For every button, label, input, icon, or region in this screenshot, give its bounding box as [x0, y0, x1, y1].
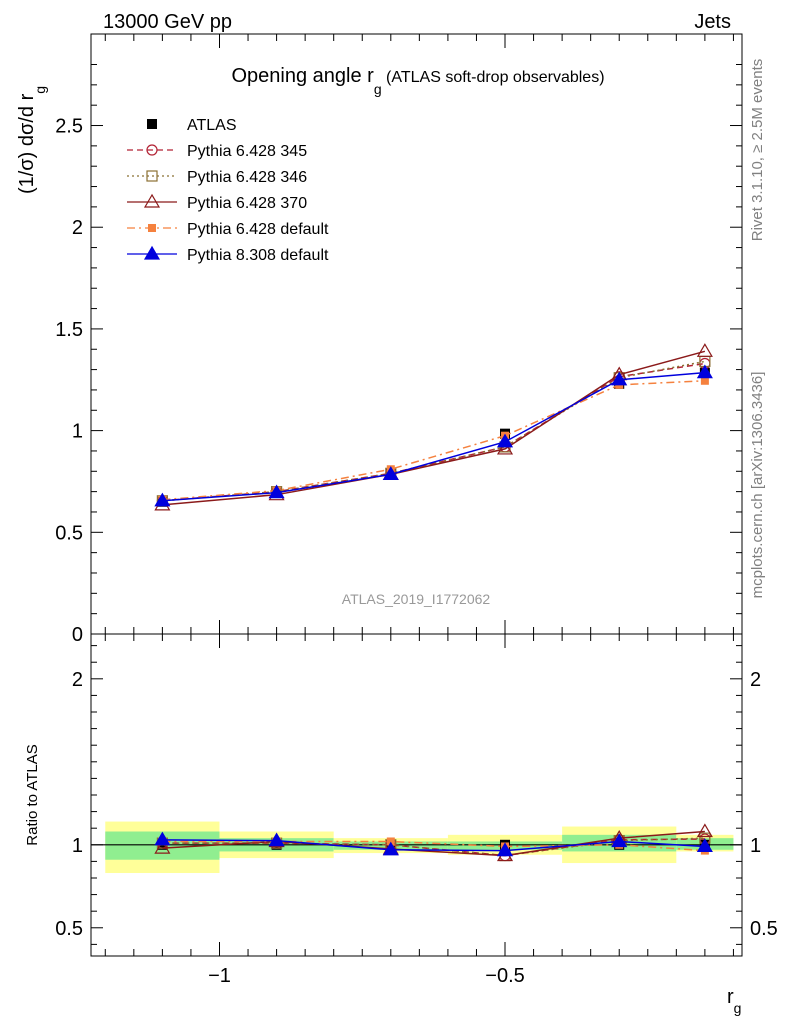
- main-series-line: [162, 371, 705, 502]
- legend: ATLAS Pythia 6.428 345 Pythia 6.428 346 Pyt…: [127, 117, 329, 264]
- main-y-tick-label: 2: [72, 217, 83, 239]
- ratio-series-line: [162, 830, 705, 857]
- ratio-y-tick-label-left: 0.5: [55, 918, 83, 940]
- legend-marker: [148, 224, 156, 232]
- ratio-y-tick-label-right: 1: [750, 835, 761, 857]
- x-tick-label: −1: [208, 965, 231, 987]
- ratio-y-tick-label-right: 0.5: [750, 918, 778, 940]
- legend-marker: [143, 193, 161, 208]
- header-left: 13000 GeV pp: [103, 11, 232, 33]
- mcplots-citation-label: mcplots.cern.ch [arXiv:1306.3436]: [749, 372, 766, 599]
- ratio-axis-label: Ratio to ATLAS: [24, 744, 41, 845]
- legend-item-5: Pythia 8.308 default: [127, 245, 329, 264]
- x-tick-label: −0.5: [485, 965, 524, 987]
- main-y-tick-label: 1: [72, 421, 83, 443]
- ratio-data-point: [154, 839, 171, 854]
- main-series-line: [162, 360, 706, 502]
- ratio-y-tick-label-right: 2: [750, 669, 761, 691]
- analysis-watermark: ATLAS_2019_I1772062: [342, 591, 491, 607]
- legend-item-4: Pythia 6.428 default: [127, 221, 329, 238]
- ratio-data-point: [696, 838, 713, 853]
- rivet-version-label: Rivet 3.1.10, ≥ 2.5M events: [749, 59, 766, 242]
- ratio-series-line: [162, 840, 705, 852]
- ratio-y-tick-label-left: 1: [72, 835, 83, 857]
- main-data-point: [382, 466, 399, 480]
- header-right: Jets: [694, 11, 731, 33]
- legend-label: Pythia 6.428 370: [187, 195, 307, 212]
- main-series-line: [162, 350, 706, 506]
- ratio-series-line: [162, 839, 705, 852]
- legend-item-3: Pythia 6.428 370: [127, 193, 307, 212]
- ratio-data-point: [268, 832, 285, 847]
- main-data-point: [154, 492, 171, 507]
- legend-item-0: ATLAS: [147, 117, 237, 134]
- main-y-tick-label-zero: 0: [72, 624, 83, 646]
- legend-label: Pythia 6.428 345: [187, 143, 307, 160]
- axis-ticks: [91, 34, 742, 956]
- axis-tick-labels: 0.5 1 1.5 2 2.5 0 0.5 0.5 1 1 2 2 −1 −0.5: [55, 116, 778, 987]
- main-data-point: [268, 484, 285, 499]
- main-series-0: [157, 367, 710, 507]
- main-series-line: [162, 380, 705, 501]
- chart-title: Opening angle rg (ATLAS soft-drop observ…: [231, 65, 604, 97]
- main-series: [154, 343, 713, 511]
- ratio-series-5: [154, 831, 713, 857]
- x-axis-label: rg: [727, 986, 741, 1016]
- main-data-point: [496, 433, 514, 448]
- main-series-3: [154, 343, 713, 511]
- main-data-point: [611, 371, 628, 386]
- ratio-data-point: [611, 833, 628, 848]
- main-series-4: [158, 376, 709, 504]
- ratio-y-tick-label-left: 2: [72, 669, 83, 691]
- main-data-point: [696, 364, 713, 379]
- main-data-point: [696, 343, 713, 357]
- legend-label: Pythia 6.428 346: [187, 169, 307, 186]
- main-series-1: [156, 357, 711, 507]
- y-axis-label: (1/σ) dσ/d rg: [16, 86, 48, 194]
- legend-marker: [143, 245, 161, 260]
- ratio-series: [154, 823, 713, 862]
- main-data-point: [496, 440, 514, 455]
- ratio-data-point: [696, 823, 713, 838]
- legend-marker: [146, 170, 158, 182]
- legend-label: Pythia 6.428 default: [187, 221, 329, 238]
- main-y-tick-label: 1.5: [55, 319, 83, 341]
- legend-item-1: Pythia 6.428 345: [127, 143, 307, 160]
- legend-label: Pythia 8.308 default: [187, 247, 329, 264]
- main-series-5: [154, 364, 713, 507]
- ratio-data-point: [382, 841, 399, 856]
- main-y-tick-label: 2.5: [55, 116, 83, 138]
- ratio-data-point: [496, 842, 514, 857]
- main-data-point: [700, 376, 709, 385]
- legend-marker: [147, 119, 157, 129]
- ratio-data-point: [386, 837, 395, 846]
- legend-marker: [146, 144, 158, 156]
- ratio-data-point: [154, 831, 171, 846]
- ratio-plot-frame: [90, 633, 743, 957]
- main-y-tick-label: 0.5: [55, 522, 83, 544]
- legend-label: ATLAS: [187, 117, 237, 134]
- legend-item-2: Pythia 6.428 346: [127, 169, 307, 186]
